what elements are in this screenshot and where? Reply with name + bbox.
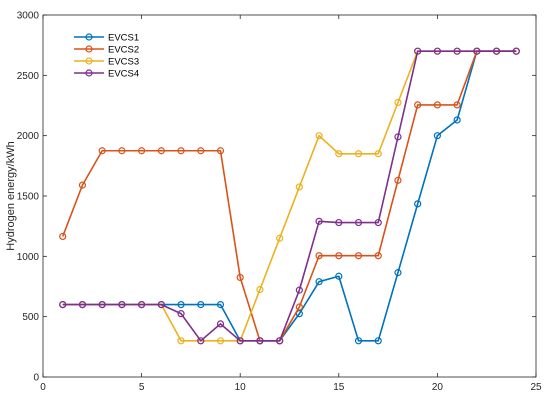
data-point — [354, 337, 363, 345]
data-point — [335, 150, 343, 158]
legend-entry: EVCS4 — [74, 68, 139, 79]
data-point — [216, 147, 225, 155]
legend-marker — [85, 33, 93, 41]
legend-marker — [85, 57, 93, 65]
y-tick-label: 1500 — [17, 192, 40, 203]
data-point — [177, 147, 185, 155]
data-point — [374, 337, 382, 345]
data-point — [335, 252, 343, 260]
legend-label: EVCS4 — [108, 68, 139, 79]
data-point — [98, 301, 106, 309]
data-point — [295, 286, 303, 294]
data-point — [394, 269, 402, 277]
data-point — [315, 252, 323, 260]
legend-label: EVCS1 — [108, 32, 139, 43]
x-tick-label: 5 — [139, 382, 145, 393]
data-point — [374, 150, 382, 158]
data-point — [236, 337, 244, 345]
y-tick-label: 1000 — [17, 252, 40, 263]
data-point — [394, 176, 402, 184]
y-tick-label: 2000 — [17, 131, 40, 142]
data-point — [197, 301, 205, 309]
data-point — [98, 147, 106, 155]
data-point — [216, 337, 225, 345]
data-point — [433, 101, 441, 109]
series-evcs4 — [59, 47, 520, 345]
legend-entry: EVCS2 — [74, 44, 139, 55]
data-point — [157, 301, 165, 309]
data-point — [414, 200, 422, 208]
data-point — [414, 101, 422, 109]
y-tick-label: 500 — [22, 312, 39, 323]
legend-box — [70, 26, 142, 80]
data-point — [197, 337, 205, 345]
legend-label: EVCS3 — [108, 56, 139, 67]
axes: 0 5 10 15 20 25 0 500 1000 1500 2000 2500 3000 — [17, 11, 542, 394]
data-point — [276, 337, 284, 345]
data-point — [216, 320, 225, 328]
legend-entry: EVCS3 — [74, 56, 139, 67]
data-point — [118, 301, 126, 309]
data-point — [177, 337, 185, 345]
data-point — [335, 218, 343, 227]
data-point — [216, 301, 225, 309]
series-layer — [59, 47, 520, 345]
x-tick-label: 10 — [235, 382, 247, 393]
data-point — [433, 132, 441, 140]
y-tick-label: 2500 — [17, 71, 40, 82]
data-point — [473, 47, 481, 55]
data-point — [197, 147, 205, 155]
data-point — [354, 150, 363, 158]
data-point — [394, 98, 402, 107]
data-point — [335, 272, 343, 280]
data-point — [414, 47, 422, 55]
data-point — [453, 116, 461, 124]
data-point — [512, 47, 520, 55]
data-point — [295, 183, 303, 191]
data-point — [59, 232, 67, 241]
x-tick-label: 0 — [40, 382, 46, 393]
data-point — [78, 301, 87, 309]
data-point — [177, 301, 185, 309]
data-point — [315, 217, 323, 225]
data-point — [374, 218, 382, 227]
legend-marker — [85, 45, 93, 53]
data-point — [433, 47, 441, 55]
data-point — [276, 234, 284, 242]
data-point — [453, 47, 461, 55]
data-point — [354, 252, 363, 260]
legend-entry: EVCS1 — [74, 32, 139, 43]
data-point — [394, 133, 402, 141]
data-point — [78, 181, 87, 189]
data-point — [374, 252, 382, 260]
data-point — [453, 101, 461, 109]
y-tick-label: 3000 — [17, 11, 40, 22]
data-point — [236, 273, 244, 282]
legend-label: EVCS2 — [108, 44, 139, 55]
data-point — [295, 303, 303, 311]
data-point — [315, 278, 323, 286]
data-point — [138, 301, 146, 309]
legend-marker — [85, 69, 93, 77]
data-point — [256, 337, 264, 345]
data-point — [177, 310, 185, 318]
data-point — [138, 147, 146, 155]
data-point — [59, 301, 67, 309]
data-point — [492, 47, 501, 55]
data-point — [256, 285, 264, 294]
data-point — [315, 132, 323, 140]
x-tick-label: 25 — [530, 382, 542, 393]
data-point — [157, 147, 165, 155]
x-tick-label: 15 — [333, 382, 345, 393]
data-point — [354, 218, 363, 227]
y-axis-label: Hydrogen energy/kWh — [5, 141, 17, 250]
data-point — [118, 147, 126, 155]
y-tick-label: 0 — [33, 373, 39, 384]
x-tick-label: 20 — [432, 382, 444, 393]
